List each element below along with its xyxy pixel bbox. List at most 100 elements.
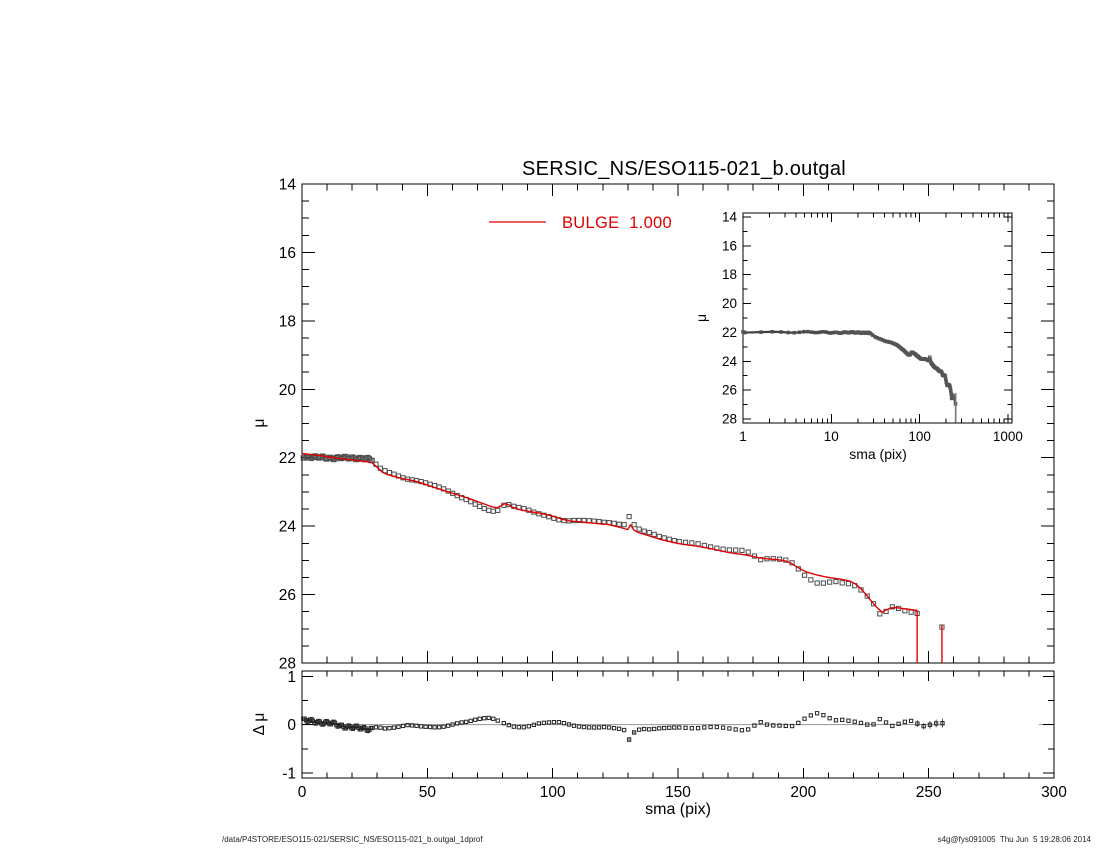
residual-point xyxy=(802,716,807,721)
residual-point xyxy=(551,720,557,725)
data-point xyxy=(739,547,745,553)
data-point xyxy=(636,526,642,532)
data-point xyxy=(864,593,870,599)
residual-point xyxy=(521,725,526,730)
data-point xyxy=(889,604,895,610)
residual-point xyxy=(890,723,895,729)
residual-point xyxy=(896,721,901,726)
residual-point xyxy=(758,720,763,725)
data-point xyxy=(576,517,582,524)
residual-point xyxy=(921,723,926,729)
residual-point xyxy=(814,711,820,716)
residual-point xyxy=(455,721,460,726)
x-axis-label: sma (pix) xyxy=(645,801,711,818)
residual-point xyxy=(576,724,582,729)
legend-bulge-label: BULGE 1.000 xyxy=(562,214,672,232)
residual-point xyxy=(450,722,455,727)
residual-y-tick-label: 1 xyxy=(287,669,296,686)
inset-data-point xyxy=(797,330,802,335)
data-point xyxy=(631,522,637,528)
data-point xyxy=(827,579,833,585)
main-y-tick-label: 22 xyxy=(279,450,296,467)
inset-y-tick-label: 28 xyxy=(722,412,737,427)
bulge-model-line xyxy=(301,452,918,614)
residual-point xyxy=(482,716,487,721)
data-point xyxy=(801,572,808,578)
inset-x-tick-label: 1 xyxy=(739,429,747,444)
residual-point xyxy=(441,724,446,729)
residual-point xyxy=(621,727,627,733)
residual-point xyxy=(934,721,939,726)
inset-data-point xyxy=(743,330,747,335)
residual-point xyxy=(846,718,851,723)
residual-point xyxy=(902,719,908,724)
residual-point xyxy=(777,723,782,728)
residual-x-tick-label: 0 xyxy=(298,784,307,801)
residual-point xyxy=(541,720,547,725)
residual-point xyxy=(883,720,889,725)
data-point xyxy=(877,611,883,617)
residual-point xyxy=(927,722,933,727)
residual-point xyxy=(511,724,516,729)
residual-point xyxy=(683,725,688,730)
residual-point xyxy=(647,727,652,732)
residual-point xyxy=(733,727,738,732)
residual-point xyxy=(833,718,839,723)
main-y-tick-label: 18 xyxy=(279,313,296,330)
inset-data-point xyxy=(809,330,814,334)
residual-point xyxy=(695,725,701,731)
residual-point xyxy=(677,725,682,730)
residual-point xyxy=(746,727,751,732)
residual-point xyxy=(601,724,607,730)
residual-x-tick-label: 150 xyxy=(665,784,691,801)
residual-point xyxy=(391,725,397,730)
residual-point xyxy=(865,722,870,727)
residual-panel: 0 50 100 150 200 250 300-101 xyxy=(282,669,1067,801)
residual-point xyxy=(571,723,577,728)
residual-point xyxy=(908,718,914,724)
inset-data-point xyxy=(759,330,763,334)
residual-point xyxy=(877,716,882,722)
residual-point xyxy=(596,725,602,730)
inset-data-point xyxy=(806,329,810,334)
residual-point xyxy=(708,724,713,730)
residual-point xyxy=(436,725,442,730)
residual-point xyxy=(940,721,945,726)
residual-point xyxy=(501,721,506,726)
inset-y-tick-label: 26 xyxy=(722,383,737,398)
data-point xyxy=(745,549,751,555)
inset-x-tick-label: 10 xyxy=(824,429,839,444)
main-profile-panel: 14 16 18 20 22 24 26 28 xyxy=(279,177,1055,673)
inset-data-point xyxy=(948,384,952,389)
main-y-tick-label: 28 xyxy=(279,656,296,673)
residual-point xyxy=(531,722,537,727)
residual-point xyxy=(464,719,469,725)
inset-data-point xyxy=(802,329,806,334)
residual-point xyxy=(672,725,677,730)
residual-point xyxy=(764,722,770,727)
residual-point xyxy=(546,720,552,725)
data-point xyxy=(820,580,826,586)
residual-x-tick-label: 200 xyxy=(790,784,816,801)
inset-data-point xyxy=(792,330,796,335)
residual-point xyxy=(409,723,415,728)
data-point xyxy=(646,529,652,536)
main-y-tick-label: 14 xyxy=(279,177,297,194)
inset-y-tick-label: 20 xyxy=(722,296,737,311)
residual-point xyxy=(840,717,845,723)
residual-point xyxy=(789,723,795,729)
residual-point xyxy=(414,723,419,728)
residual-point xyxy=(796,720,801,726)
residual-x-tick-label: 100 xyxy=(540,784,566,801)
residual-point xyxy=(652,726,657,732)
residual-point xyxy=(581,724,587,730)
residual-point xyxy=(852,719,857,724)
residual-point xyxy=(915,721,920,726)
inset-y-tick-label: 18 xyxy=(722,267,737,282)
main-y-tick-label: 16 xyxy=(279,245,296,262)
residual-point xyxy=(752,723,757,728)
residual-point xyxy=(827,716,832,721)
data-point xyxy=(814,580,820,586)
residual-point xyxy=(662,725,667,731)
